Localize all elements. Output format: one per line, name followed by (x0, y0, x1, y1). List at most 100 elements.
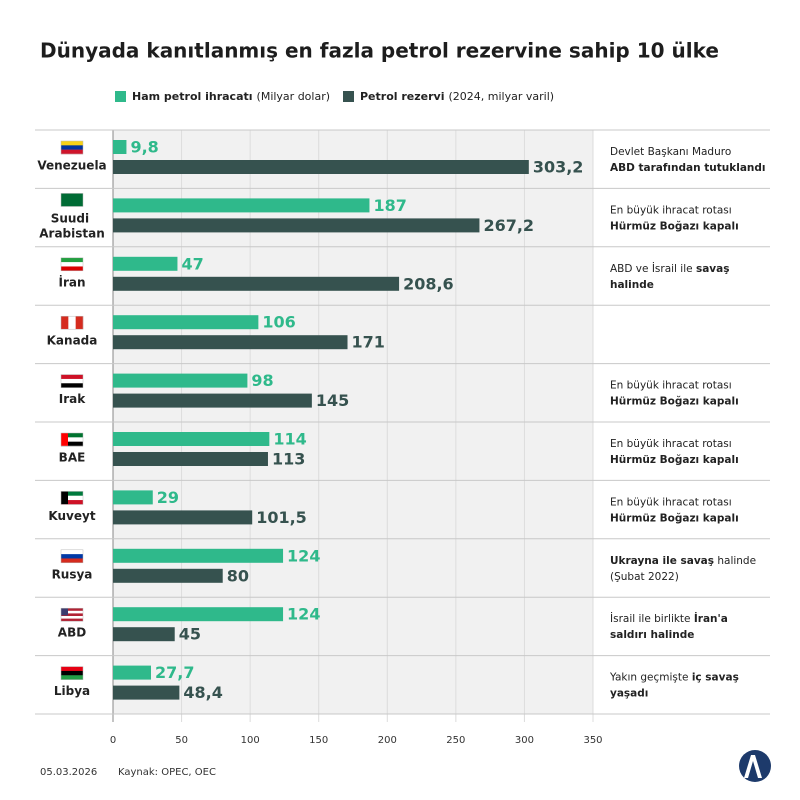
annotation-segment: halinde (610, 279, 654, 291)
value-label: 114 (273, 430, 306, 449)
annotation: Hürmüz Boğazı kapalı (610, 396, 739, 408)
flag-stripe (61, 257, 83, 263)
flag-stripe (61, 670, 83, 676)
annotation-segment: Yakın geçmişte (609, 672, 692, 684)
category-label: ABD (58, 626, 86, 640)
annotation-segment: Ukrayna ile savaş (610, 555, 714, 567)
flag-border (60, 140, 84, 155)
logo (739, 750, 771, 782)
value-label: 80 (227, 566, 249, 585)
legend-name: Petrol rezervi (360, 90, 444, 103)
value-label: 106 (262, 313, 295, 332)
annotation: saldırı halinde (610, 629, 694, 641)
flag-border (60, 374, 84, 388)
flag-stripe (61, 500, 83, 505)
value-label: 171 (352, 333, 385, 352)
flag (60, 140, 84, 155)
flag-border (60, 666, 84, 680)
value-label: 267,2 (483, 216, 534, 235)
bar (113, 665, 151, 680)
annotation: En büyük ihracat rotası (610, 438, 732, 450)
value-label: 124 (287, 605, 320, 624)
flag (60, 432, 84, 447)
annotation-segment: En büyük ihracat rotası (610, 438, 732, 450)
flag (60, 374, 84, 388)
flag-stripe (61, 495, 83, 501)
flag-border (60, 432, 84, 447)
annotation: Hürmüz Boğazı kapalı (610, 220, 739, 232)
flag (60, 666, 84, 680)
annotation-segment: ABD tarafından tutuklandı (610, 162, 766, 174)
value-label: 187 (373, 196, 406, 215)
annotation-segment: İran'a (694, 611, 728, 625)
flag-stripe (75, 316, 84, 330)
category-label: Kuveyt (48, 509, 95, 523)
legend-name: Ham petrol ihracatı (132, 90, 253, 103)
bar (113, 335, 348, 350)
bar (113, 432, 270, 446)
value-label: 98 (251, 371, 273, 390)
flag-stripe (61, 558, 83, 563)
x-tick-label: 250 (446, 735, 465, 746)
annotation-segment: yaşadı (610, 688, 648, 700)
bar (113, 276, 400, 291)
flag (60, 257, 84, 272)
flag (60, 315, 84, 330)
annotation-segment: En büyük ihracat rotası (610, 204, 732, 216)
annotation: En büyük ihracat rotası (610, 380, 732, 392)
category-label: Kanada (47, 334, 98, 348)
value-label: 145 (316, 391, 349, 410)
flag-stripe (61, 193, 83, 207)
annotation-segment: En büyük ihracat rotası (610, 496, 732, 508)
legend-swatch (343, 91, 354, 102)
category-label: İran (58, 274, 85, 289)
annotation-segment: En büyük ihracat rotası (610, 380, 732, 392)
date: 05.03.2026 (40, 767, 97, 778)
value-label: 45 (179, 625, 201, 644)
flag-stripe (61, 262, 83, 267)
annotation-segment: Hürmüz Boğazı kapalı (610, 512, 739, 524)
value-label: 47 (181, 254, 203, 273)
x-tick-label: 300 (515, 735, 534, 746)
legend-label: Ham petrol ihracatı (Milyar dolar) (132, 90, 330, 103)
annotation: Devlet Başkanı Maduro (610, 146, 731, 158)
flag (60, 491, 84, 505)
chart-title: Dünyada kanıtlanmış en fazla petrol reze… (40, 39, 719, 63)
legend-swatch (115, 91, 126, 102)
bar (113, 393, 312, 408)
bar (113, 140, 127, 154)
flag-stripe (61, 610, 83, 614)
value-label: 124 (287, 546, 320, 565)
flag-stripe (61, 675, 83, 680)
flag-stripe (61, 383, 83, 388)
category-label: Libya (54, 684, 90, 698)
x-tick-label: 350 (583, 735, 602, 746)
value-label: 208,6 (403, 274, 454, 293)
annotation: halinde (610, 279, 654, 291)
annotation: Hürmüz Boğazı kapalı (610, 454, 739, 466)
annotation-segment: (Şubat 2022) (610, 571, 679, 583)
category-label: Suudi Arabistan (39, 211, 105, 240)
annotation: ABD ve İsrail ile savaş (610, 262, 729, 275)
annotation: (Şubat 2022) (610, 571, 679, 583)
bar (113, 256, 178, 271)
annotation-segment: Hürmüz Boğazı kapalı (610, 220, 739, 232)
category-label: BAE (59, 451, 86, 465)
bar (113, 452, 268, 466)
bar (113, 160, 529, 174)
flag-hoist (61, 491, 68, 505)
annotation: En büyük ihracat rotası (610, 204, 732, 216)
value-label: 27,7 (155, 663, 194, 682)
annotation: yaşadı (610, 688, 648, 700)
annotation-segment: iç savaş (692, 672, 739, 684)
bar (113, 510, 253, 525)
flag-border (60, 315, 84, 330)
annotation-segment: İsrail ile birlikte (610, 612, 694, 625)
annotation: İsrail ile birlikte İran'a (610, 611, 728, 625)
annotation: Yakın geçmişte iç savaş (609, 672, 739, 684)
x-tick-label: 0 (110, 735, 116, 746)
flag-stripe (61, 141, 83, 146)
flag-stripe (61, 266, 83, 271)
flag-stripe (61, 441, 83, 447)
